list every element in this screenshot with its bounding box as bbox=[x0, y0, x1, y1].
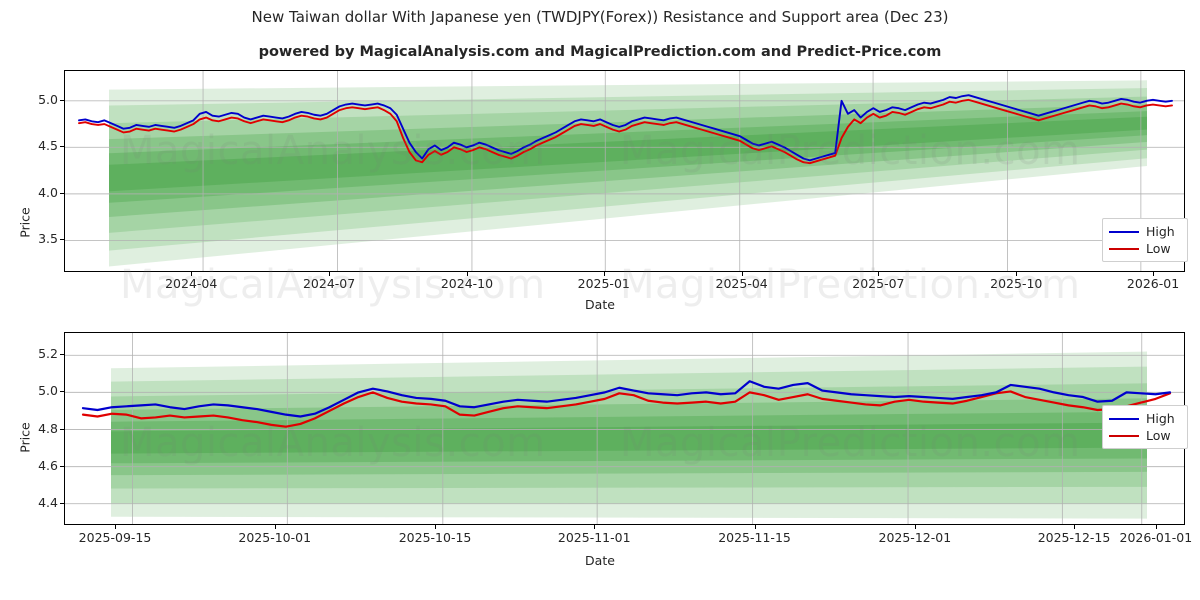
x-tick-mark bbox=[435, 525, 437, 529]
x-tick-mark bbox=[329, 272, 331, 276]
legend-line-low bbox=[1109, 247, 1139, 250]
y-tick-label: 4.8 bbox=[38, 420, 58, 436]
x-tick-label: 2025-11-01 bbox=[557, 530, 631, 545]
legend-item-low[interactable]: Low bbox=[1109, 427, 1180, 444]
x-tick-mark bbox=[115, 525, 116, 529]
x-tick-mark bbox=[1153, 272, 1155, 276]
x-tick-mark bbox=[741, 272, 743, 276]
x-tick-label: 2025-10-01 bbox=[238, 530, 312, 545]
y-tick-mark bbox=[60, 99, 64, 101]
x-tick-mark bbox=[594, 525, 596, 529]
x-tick-mark bbox=[466, 272, 468, 276]
y-tick-mark bbox=[60, 354, 64, 356]
legend-item-low[interactable]: Low bbox=[1109, 240, 1180, 257]
y-tick-label: 4.5 bbox=[38, 138, 58, 154]
y-tick-mark bbox=[60, 192, 64, 194]
y-tick-mark bbox=[60, 391, 64, 393]
x-tick-mark bbox=[1074, 525, 1076, 529]
overview-x-axis-label: Date bbox=[585, 297, 615, 312]
x-tick-mark bbox=[274, 525, 276, 529]
x-tick-mark bbox=[191, 272, 193, 276]
x-tick-label: 2025-09-15 bbox=[78, 530, 152, 545]
y-tick-mark bbox=[60, 146, 64, 148]
legend-line-high bbox=[1109, 417, 1139, 420]
x-tick-mark bbox=[754, 525, 756, 529]
legend-label-low: Low bbox=[1146, 428, 1171, 443]
x-tick-label: 2025-07 bbox=[852, 276, 905, 291]
zoom-plot-svg bbox=[65, 333, 1184, 524]
overview-plot-area bbox=[64, 70, 1185, 272]
y-tick-label: 5.0 bbox=[38, 383, 58, 399]
x-tick-mark bbox=[603, 272, 605, 276]
x-tick-mark bbox=[1016, 272, 1018, 276]
legend-label-low: Low bbox=[1146, 241, 1171, 256]
overview-chart-panel: Price 3.5 4.0 4.5 5.0 2024-04 2024-07 2024-10… bbox=[0, 60, 1200, 315]
y-tick-label: 4.0 bbox=[38, 184, 58, 200]
x-tick-label: 2025-04 bbox=[715, 276, 768, 291]
y-tick-mark bbox=[60, 239, 64, 241]
zoom-chart-panel: Price 4.4 4.6 4.8 5.0 5.2 2025-09-15 2025-10-… bbox=[0, 320, 1200, 590]
x-tick-label: 2025-10-15 bbox=[398, 530, 472, 545]
page-subtitle: powered by MagicalAnalysis.com and Magic… bbox=[258, 44, 942, 60]
x-tick-label: 2026-01 bbox=[1126, 276, 1180, 291]
x-tick-label: 2024-07 bbox=[302, 276, 356, 291]
y-tick-label: 5.0 bbox=[38, 91, 58, 107]
x-tick-label: 2025-12-15 bbox=[1037, 530, 1111, 545]
legend-label-high: High bbox=[1146, 411, 1175, 426]
y-tick-label: 4.4 bbox=[38, 494, 58, 510]
x-tick-label: 2025-01 bbox=[577, 276, 630, 291]
legend-line-high bbox=[1109, 230, 1139, 233]
legend-line-low bbox=[1109, 434, 1139, 437]
zoom-legend[interactable]: High Low bbox=[1102, 405, 1188, 449]
legend-item-high[interactable]: High bbox=[1109, 223, 1180, 240]
x-tick-label: 2026-01-01 bbox=[1119, 530, 1193, 545]
x-tick-label: 2025-12-01 bbox=[878, 530, 952, 545]
y-tick-mark bbox=[60, 502, 64, 504]
x-tick-label: 2024-10 bbox=[440, 276, 494, 291]
zoom-x-axis-label: Date bbox=[585, 553, 615, 568]
y-tick-label: 3.5 bbox=[38, 231, 58, 247]
y-tick-mark bbox=[60, 465, 64, 467]
x-tick-mark bbox=[914, 525, 916, 529]
x-tick-label: 2024-04 bbox=[165, 276, 218, 291]
zoom-plot-area bbox=[64, 332, 1185, 525]
y-tick-mark bbox=[60, 428, 64, 430]
legend-label-high: High bbox=[1146, 224, 1175, 239]
page-title: New Taiwan dollar With Japanese yen (TWD… bbox=[251, 8, 949, 26]
y-tick-label: 5.2 bbox=[38, 346, 58, 362]
overview-plot-svg bbox=[65, 71, 1184, 271]
x-tick-label: 2025-10 bbox=[990, 276, 1043, 291]
y-tick-label: 4.6 bbox=[38, 457, 58, 473]
x-tick-label: 2025-11-15 bbox=[718, 530, 791, 545]
x-tick-mark bbox=[1155, 525, 1157, 529]
legend-item-high[interactable]: High bbox=[1109, 410, 1180, 427]
x-tick-mark bbox=[878, 272, 880, 276]
overview-legend[interactable]: High Low bbox=[1102, 218, 1188, 262]
